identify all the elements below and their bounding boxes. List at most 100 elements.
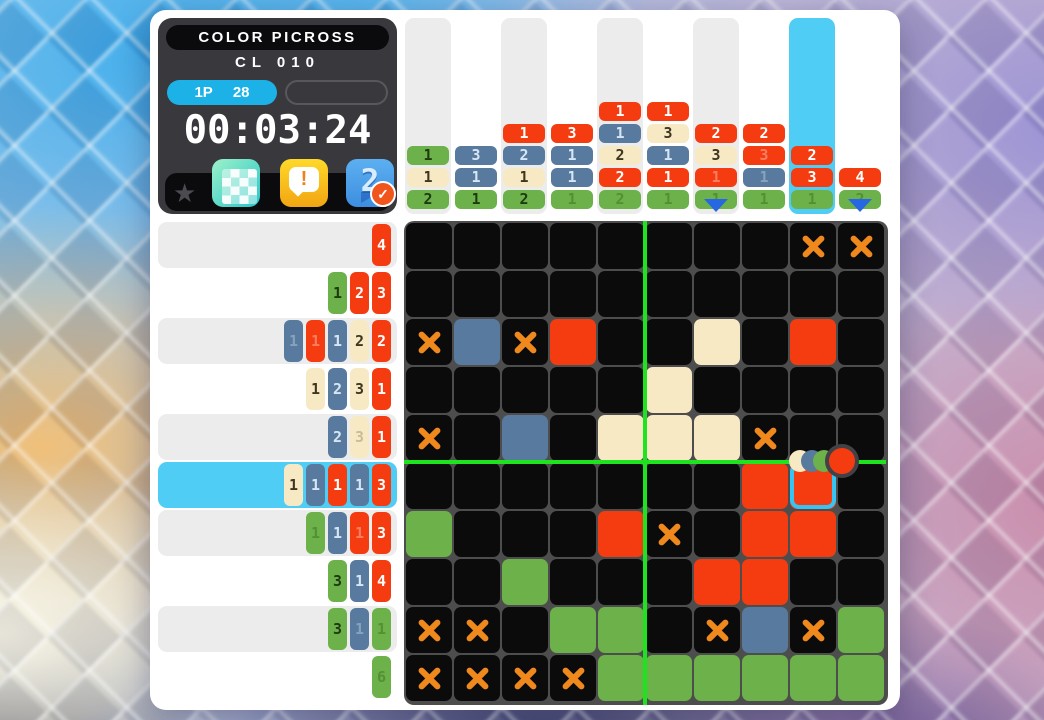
cell-r8c3[interactable] — [502, 559, 548, 605]
cell-r10c2-x-mark[interactable] — [454, 655, 500, 701]
cell-r5c1-x-mark[interactable] — [406, 415, 452, 461]
cell-r7c7[interactable] — [694, 511, 740, 557]
cell-r9c5[interactable] — [598, 607, 644, 653]
cell-r10c9[interactable] — [790, 655, 836, 701]
cell-r4c1[interactable] — [406, 367, 452, 413]
cell-r8c8[interactable] — [742, 559, 788, 605]
cell-r1c4[interactable] — [550, 223, 596, 269]
cell-r1c9-x-mark[interactable] — [790, 223, 836, 269]
cell-r4c6[interactable] — [646, 367, 692, 413]
cell-r9c3[interactable] — [502, 607, 548, 653]
cell-r4c3[interactable] — [502, 367, 548, 413]
cell-r10c1-x-mark[interactable] — [406, 655, 452, 701]
cell-r7c4[interactable] — [550, 511, 596, 557]
cell-r3c6[interactable] — [646, 319, 692, 365]
cell-r7c10[interactable] — [838, 511, 884, 557]
cell-r2c9[interactable] — [790, 271, 836, 317]
cell-r7c2[interactable] — [454, 511, 500, 557]
cell-r10c5[interactable] — [598, 655, 644, 701]
hint-pill-red: 2 — [695, 124, 737, 143]
cell-r5c2[interactable] — [454, 415, 500, 461]
hint-pill-red: 4 — [839, 168, 881, 187]
cell-r6c4[interactable] — [550, 463, 596, 509]
cell-r5c7[interactable] — [694, 415, 740, 461]
cell-r4c2[interactable] — [454, 367, 500, 413]
cell-r9c6[interactable] — [646, 607, 692, 653]
cell-r2c10[interactable] — [838, 271, 884, 317]
cell-r1c10-x-mark[interactable] — [838, 223, 884, 269]
cell-r3c4[interactable] — [550, 319, 596, 365]
cell-r5c3[interactable] — [502, 415, 548, 461]
cell-r6c2[interactable] — [454, 463, 500, 509]
cell-r8c4[interactable] — [550, 559, 596, 605]
cell-r3c1-x-mark[interactable] — [406, 319, 452, 365]
cell-r6c1[interactable] — [406, 463, 452, 509]
cell-r4c7[interactable] — [694, 367, 740, 413]
cell-r10c7[interactable] — [694, 655, 740, 701]
cell-r5c5[interactable] — [598, 415, 644, 461]
cell-r6c6[interactable] — [646, 463, 692, 509]
cell-r10c8[interactable] — [742, 655, 788, 701]
cell-r6c3[interactable] — [502, 463, 548, 509]
cell-r7c8[interactable] — [742, 511, 788, 557]
cell-r9c1-x-mark[interactable] — [406, 607, 452, 653]
cell-r1c2[interactable] — [454, 223, 500, 269]
cell-r3c5[interactable] — [598, 319, 644, 365]
cell-r1c8[interactable] — [742, 223, 788, 269]
cell-r2c5[interactable] — [598, 271, 644, 317]
cell-r4c9[interactable] — [790, 367, 836, 413]
cell-r8c7[interactable] — [694, 559, 740, 605]
cell-r1c5[interactable] — [598, 223, 644, 269]
cell-r4c4[interactable] — [550, 367, 596, 413]
cell-r9c7-x-mark[interactable] — [694, 607, 740, 653]
cell-r5c6[interactable] — [646, 415, 692, 461]
cell-r6c8[interactable] — [742, 463, 788, 509]
cell-r1c3[interactable] — [502, 223, 548, 269]
cell-r9c4[interactable] — [550, 607, 596, 653]
cell-r2c3[interactable] — [502, 271, 548, 317]
cell-r2c4[interactable] — [550, 271, 596, 317]
cell-r8c5[interactable] — [598, 559, 644, 605]
cell-r9c10[interactable] — [838, 607, 884, 653]
cell-r8c9[interactable] — [790, 559, 836, 605]
cell-r7c6-x-mark[interactable] — [646, 511, 692, 557]
cell-r7c5[interactable] — [598, 511, 644, 557]
cell-r4c8[interactable] — [742, 367, 788, 413]
cell-r3c3-x-mark[interactable] — [502, 319, 548, 365]
cell-r8c10[interactable] — [838, 559, 884, 605]
cell-r8c1[interactable] — [406, 559, 452, 605]
cell-r2c2[interactable] — [454, 271, 500, 317]
cell-r2c6[interactable] — [646, 271, 692, 317]
cell-r3c2[interactable] — [454, 319, 500, 365]
cell-r10c4-x-mark[interactable] — [550, 655, 596, 701]
cell-r1c6[interactable] — [646, 223, 692, 269]
cell-r7c9[interactable] — [790, 511, 836, 557]
cell-r2c7[interactable] — [694, 271, 740, 317]
cell-r6c5[interactable] — [598, 463, 644, 509]
cell-r7c3[interactable] — [502, 511, 548, 557]
cell-r5c4[interactable] — [550, 415, 596, 461]
cell-r9c2-x-mark[interactable] — [454, 607, 500, 653]
cell-r1c1[interactable] — [406, 223, 452, 269]
cell-r10c10[interactable] — [838, 655, 884, 701]
cell-r9c8[interactable] — [742, 607, 788, 653]
cell-r7c1[interactable] — [406, 511, 452, 557]
cell-r2c8[interactable] — [742, 271, 788, 317]
cell-r5c8-x-mark[interactable] — [742, 415, 788, 461]
hint-pill-beige: 1 — [407, 168, 449, 187]
cell-r6c7[interactable] — [694, 463, 740, 509]
cell-r10c3-x-mark[interactable] — [502, 655, 548, 701]
cell-r3c10[interactable] — [838, 319, 884, 365]
cell-r1c7[interactable] — [694, 223, 740, 269]
cell-r10c6[interactable] — [646, 655, 692, 701]
cell-r8c6[interactable] — [646, 559, 692, 605]
cell-r4c10[interactable] — [838, 367, 884, 413]
cell-r8c2[interactable] — [454, 559, 500, 605]
cell-r3c7[interactable] — [694, 319, 740, 365]
cell-r3c8[interactable] — [742, 319, 788, 365]
cell-r4c5[interactable] — [598, 367, 644, 413]
cell-r9c9-x-mark[interactable] — [790, 607, 836, 653]
cell-r3c9[interactable] — [790, 319, 836, 365]
cell-r2c1[interactable] — [406, 271, 452, 317]
